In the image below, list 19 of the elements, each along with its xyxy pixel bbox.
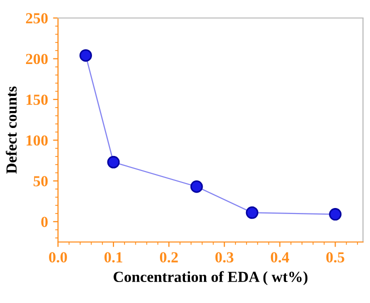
x-tick-label: 0.2 bbox=[160, 252, 178, 263]
y-tick-label: 100 bbox=[26, 135, 48, 146]
x-tick-label: 0.1 bbox=[104, 252, 122, 263]
y-tick-label: 0 bbox=[41, 216, 48, 228]
y-tick-label: 250 bbox=[26, 13, 48, 24]
x-tick-label: 0.5 bbox=[326, 252, 344, 263]
y-tick-label: 200 bbox=[26, 54, 48, 64]
x-tick-label: 0.4 bbox=[270, 252, 290, 263]
point bbox=[329, 208, 342, 221]
point bbox=[107, 156, 120, 168]
point bbox=[246, 206, 258, 219]
x-axis-title: Concentration of EDA ( wt%) bbox=[114, 271, 308, 286]
y-tick-label: 150 bbox=[26, 94, 48, 105]
x-tick-label: 0.0 bbox=[49, 252, 67, 263]
point bbox=[79, 49, 92, 62]
y-axis-title: Defect counts bbox=[6, 86, 17, 174]
y-tick-label: 50 bbox=[34, 176, 48, 186]
x-tick-label: 0.3 bbox=[215, 252, 234, 263]
point bbox=[190, 180, 203, 193]
